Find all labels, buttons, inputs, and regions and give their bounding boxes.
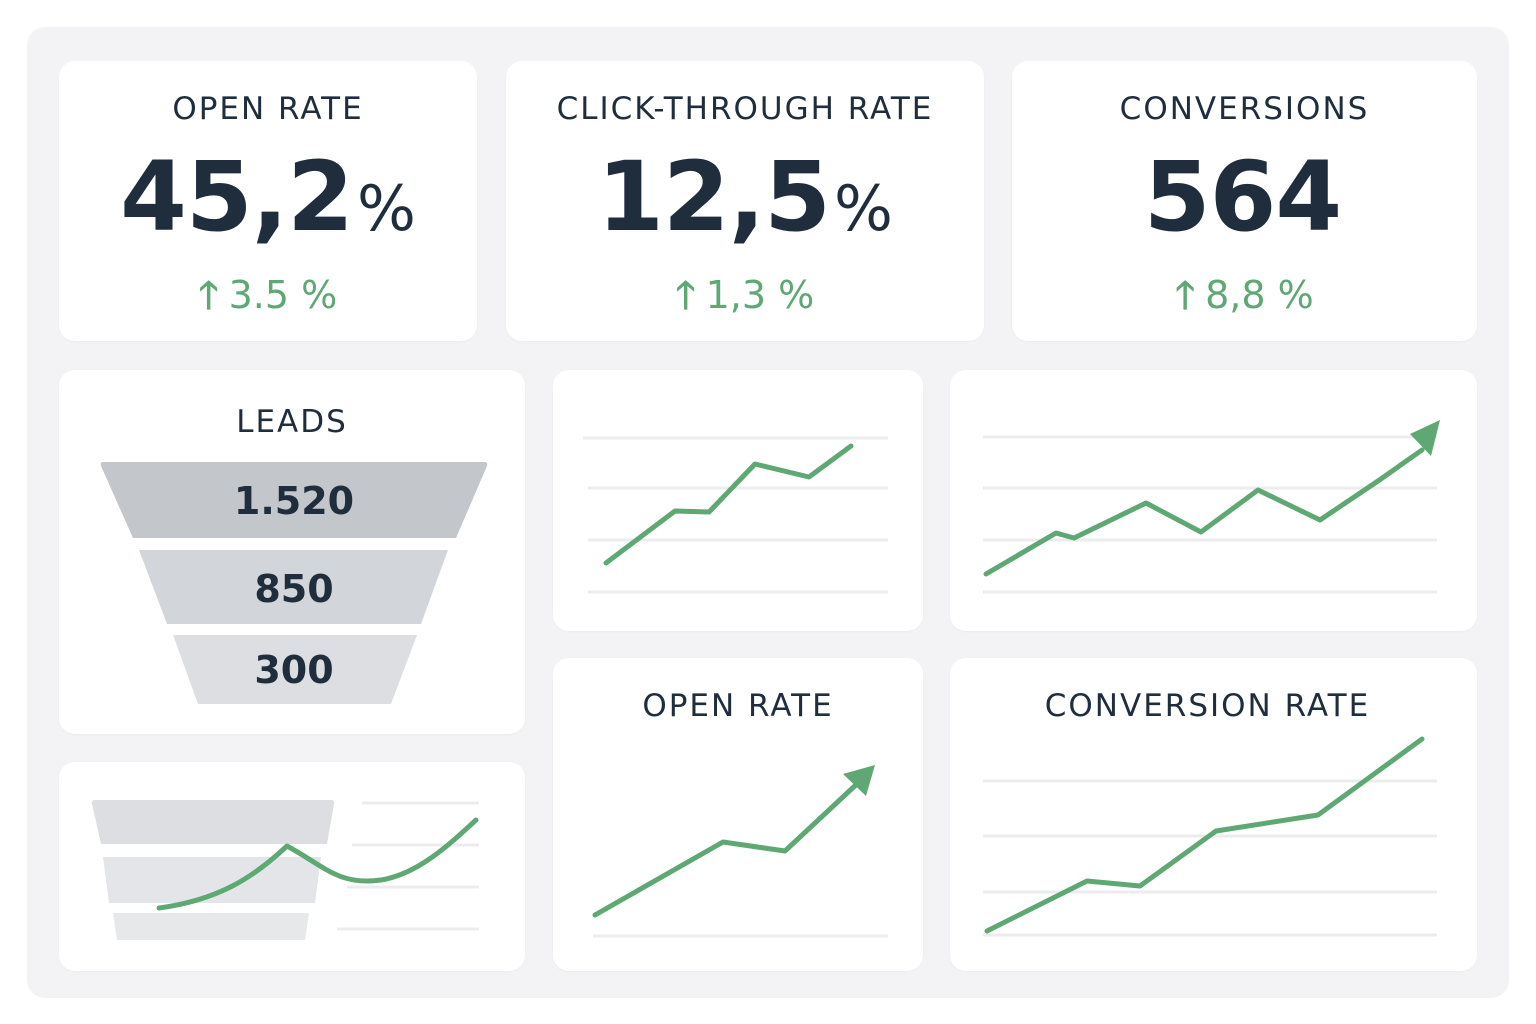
conversion-rate-line: [984, 736, 1425, 934]
funnel-stage-3-value: 300: [254, 648, 333, 692]
funnel-stage-2: [139, 550, 448, 624]
leads-funnel-card[interactable]: LEADS 1.520 850 300: [59, 370, 525, 734]
open-rate-chart: [592, 765, 888, 938]
kpi-delta: 🡑 3.5 %: [59, 267, 477, 332]
kpi-delta: 🡑 1,3 %: [506, 267, 984, 332]
kpi-value-unit: %: [356, 172, 416, 245]
kpi-value: 45,2%: [59, 149, 477, 245]
kpi-card-open-rate[interactable]: OPEN RATE 45,2% 🡑 3.5 %: [59, 61, 477, 341]
kpi-delta-value: 1,3 %: [705, 273, 815, 317]
conversion-rate-title: CONVERSION RATE: [1044, 688, 1371, 724]
sparkline: [603, 443, 854, 566]
mini-funnel-stage-3: [113, 913, 309, 940]
leads-funnel: 1.520 850 300: [100, 462, 488, 704]
leads-title: LEADS: [236, 404, 348, 440]
arrow-up-icon: 🡑: [198, 273, 219, 317]
mini-funnel-stage-2: [103, 857, 321, 903]
kpi-value-number: 564: [1143, 141, 1342, 253]
sparkline-chart: [583, 436, 888, 594]
kpi-delta-value: 8,8 %: [1205, 273, 1314, 317]
conversion-rate-trend-card[interactable]: CONVERSION RATE: [950, 658, 1477, 971]
kpi-card-conversions[interactable]: CONVERSIONS 564 🡑 8,8 %: [1012, 61, 1477, 341]
funnel-trend-card[interactable]: [59, 762, 525, 971]
funnel-trend-chart: [91, 800, 479, 940]
kpi-value: 564: [1012, 149, 1477, 245]
conversion-rate-chart: [983, 736, 1437, 937]
arrow-up-icon: [1410, 420, 1440, 456]
arrow-up-icon: [843, 765, 875, 796]
kpi-value: 12,5%: [506, 149, 984, 245]
trend-line: [983, 447, 1425, 577]
open-rate-title: OPEN RATE: [642, 688, 834, 724]
kpi-value-unit: %: [833, 172, 893, 245]
kpi-title: CONVERSIONS: [1119, 91, 1370, 127]
trend-curve: [156, 817, 479, 911]
trend-chart: [983, 420, 1440, 594]
trend-card-right[interactable]: [950, 370, 1477, 631]
arrow-up-icon: 🡑: [675, 273, 696, 317]
funnel-stage-2-value: 850: [254, 567, 333, 611]
kpi-title: CLICK-THROUGH RATE: [556, 91, 934, 127]
sparkline-card-middle[interactable]: [553, 370, 923, 631]
kpi-value-number: 45,2: [120, 141, 354, 253]
kpi-card-click-through-rate[interactable]: CLICK-THROUGH RATE 12,5% 🡑 1,3 %: [506, 61, 984, 341]
arrow-up-icon: 🡑: [1175, 273, 1196, 317]
mini-funnel-stage-1: [91, 800, 335, 844]
kpi-title: OPEN RATE: [172, 91, 364, 127]
open-rate-trend-card[interactable]: OPEN RATE: [553, 658, 923, 971]
dashboard-board: OPEN RATE 45,2% 🡑 3.5 % CLICK-THROUGH RAT…: [27, 27, 1509, 998]
kpi-delta: 🡑 8,8 %: [1012, 267, 1477, 332]
open-rate-line: [592, 779, 862, 918]
funnel-stage-1: [100, 462, 488, 538]
kpi-value-number: 12,5: [597, 141, 831, 253]
kpi-delta-value: 3.5 %: [228, 273, 338, 317]
funnel-stage-1-value: 1.520: [234, 479, 354, 523]
funnel-stage-3: [173, 635, 417, 704]
